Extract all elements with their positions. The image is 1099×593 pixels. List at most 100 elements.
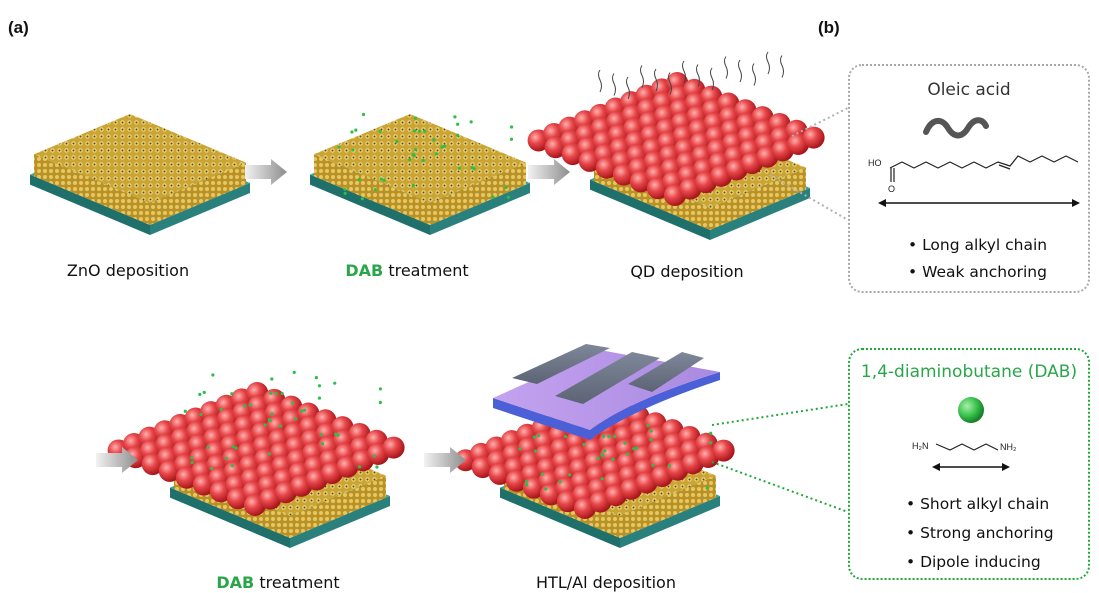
device3-ligand [710,67,714,91]
device5-htl-side [493,372,720,440]
device1-zno-layer-left-face [34,154,150,225]
device2-dab-dot [509,137,514,141]
device4-dab-dot [219,407,223,411]
device2-zno-layer-left-face [314,154,430,225]
device4-dab-dot [234,446,238,450]
device4-dab-dot [190,456,194,460]
device4-dab-dot [334,432,338,436]
device5-dab-dot [632,447,636,451]
device2-dab-dot [504,185,508,190]
device5-dab-dot [705,486,709,490]
device2-dab-dot [413,116,418,120]
device4-dab-dot [198,392,202,396]
device2-dab-dot [413,129,417,133]
device4-dab-dot [378,400,382,405]
dab-amine-right-label: NH₂ [1000,442,1017,452]
device5-dab-dot [582,442,586,447]
device4-dab-dot [206,445,210,449]
device5-dab-dot [563,434,568,439]
device2-dab-dot [453,115,457,119]
device5-dab-dot [611,457,615,461]
device4-dab-dot [293,417,298,421]
device5-dab-dot [600,453,604,457]
device3-ligand [752,63,756,86]
device2-dab-dot [395,139,399,144]
device5-dab-dot [568,473,572,477]
device5-zno-layer-right-face [620,475,716,538]
device2-dab-dots [337,112,514,201]
device5-substrate-right-face [620,496,720,548]
step-label-dab-treatment-2: DAB treatment [216,573,340,592]
device4-dab-dot [224,456,228,461]
device2-dab-dot [470,166,474,170]
dab-bullet-2: • Strong anchoring [906,524,1054,542]
device2-dab-dot [382,178,386,182]
oleic-acid-skeletal-formula [889,155,1079,169]
device2-dab-dot [421,158,425,163]
device5-dab-dot [524,479,529,484]
device2-dab-dot [351,148,355,152]
device4-dab-dot [319,433,324,437]
device5-dab-dot [532,435,536,439]
device5-dab-dot [525,483,529,487]
device5-dab-dot [651,463,655,467]
device5-qd-dot [712,439,735,462]
device4-dab-dot [190,461,194,465]
device2-dab-dot [456,122,460,126]
device3-ligand [682,60,686,84]
device2-dab-dot [357,177,361,182]
device4-dab-dot [183,409,187,413]
step-label-qd-deposition: QD deposition [630,262,744,281]
device5-dab-dot [533,449,537,453]
device5-dab-dot [596,456,600,461]
device4-dab-dot [314,376,318,380]
dab-molecule-icon [958,397,984,423]
process-arrow-2 [528,159,570,185]
dab-skeletal-formula [935,443,999,451]
dab-amine-left-label: H₂N [912,441,929,451]
device3-ligand [738,59,742,83]
device4-dab-dot [202,390,206,394]
device2-dab-dot [343,187,347,191]
device3-substrate-right-face [710,188,810,240]
device5-dab-dot [635,446,639,450]
device1-substrate-right-face [150,183,250,235]
device2-dab-dot [442,144,447,148]
callout-line-dab-bottom [711,461,849,513]
device3-substrate-left-face [590,179,710,240]
device5-al-electrodes [512,344,704,404]
device4-dab-dot [230,464,234,468]
device5-dab-dot [603,449,607,453]
device3-ligand [696,64,700,87]
device2-zno-layer-top-face [314,113,526,203]
al-electrode-2 [555,352,660,404]
device4-dab-dot [269,391,273,395]
device2-dab-dot [414,147,418,152]
device4-dab-dot [292,370,296,375]
dab-title: 1,4-diaminobutane (DAB) [860,362,1078,382]
device4-dab-dot [270,377,274,381]
oleic-bullet-2: • Weak anchoring [908,263,1047,281]
oleic-acid-structure: HO O [868,117,1080,207]
device2-dab-dot [354,128,358,132]
dab-bullet-1: • Short alkyl chain [906,495,1050,513]
device3-qd-layer [527,72,825,206]
device4-dab-dot [263,423,267,427]
device4-dab-dot [372,454,376,458]
device5-dab-dot [540,472,544,476]
oleic-carbonyl-label: O [888,184,895,194]
device4-dab-dot [317,396,322,400]
oleic-bullet-1: • Long alkyl chain [908,236,1048,254]
device2-dab-dot [343,191,347,195]
device5-dab-dot [600,477,604,481]
oleic-acid-chain-icon [923,117,989,139]
device2-dab-dot [456,133,460,137]
device3-ligand [598,69,602,93]
device2-zno-layer-right-face [430,162,526,225]
device2-dab-dot [379,177,383,181]
step-label-htl-al-deposition: HTL/Al deposition [536,573,676,592]
device2-dab-dot [411,183,415,188]
callout-line-dab-top [711,403,849,426]
device5-dab-dot [601,434,606,438]
